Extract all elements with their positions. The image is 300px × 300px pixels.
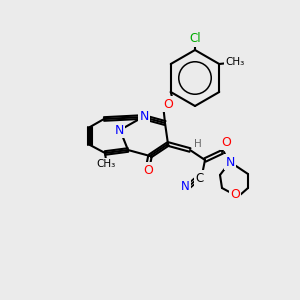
Text: N: N bbox=[225, 155, 235, 169]
Text: CH₃: CH₃ bbox=[226, 57, 245, 67]
Text: O: O bbox=[143, 164, 153, 176]
Text: O: O bbox=[163, 98, 173, 110]
Text: O: O bbox=[221, 136, 231, 148]
Text: N: N bbox=[139, 110, 149, 122]
Text: Cl: Cl bbox=[189, 32, 201, 46]
Text: O: O bbox=[230, 188, 240, 202]
Text: C: C bbox=[196, 172, 204, 184]
Text: N: N bbox=[114, 124, 124, 136]
Text: CH₃: CH₃ bbox=[96, 159, 116, 169]
Text: N: N bbox=[181, 181, 189, 194]
Text: H: H bbox=[194, 139, 202, 149]
